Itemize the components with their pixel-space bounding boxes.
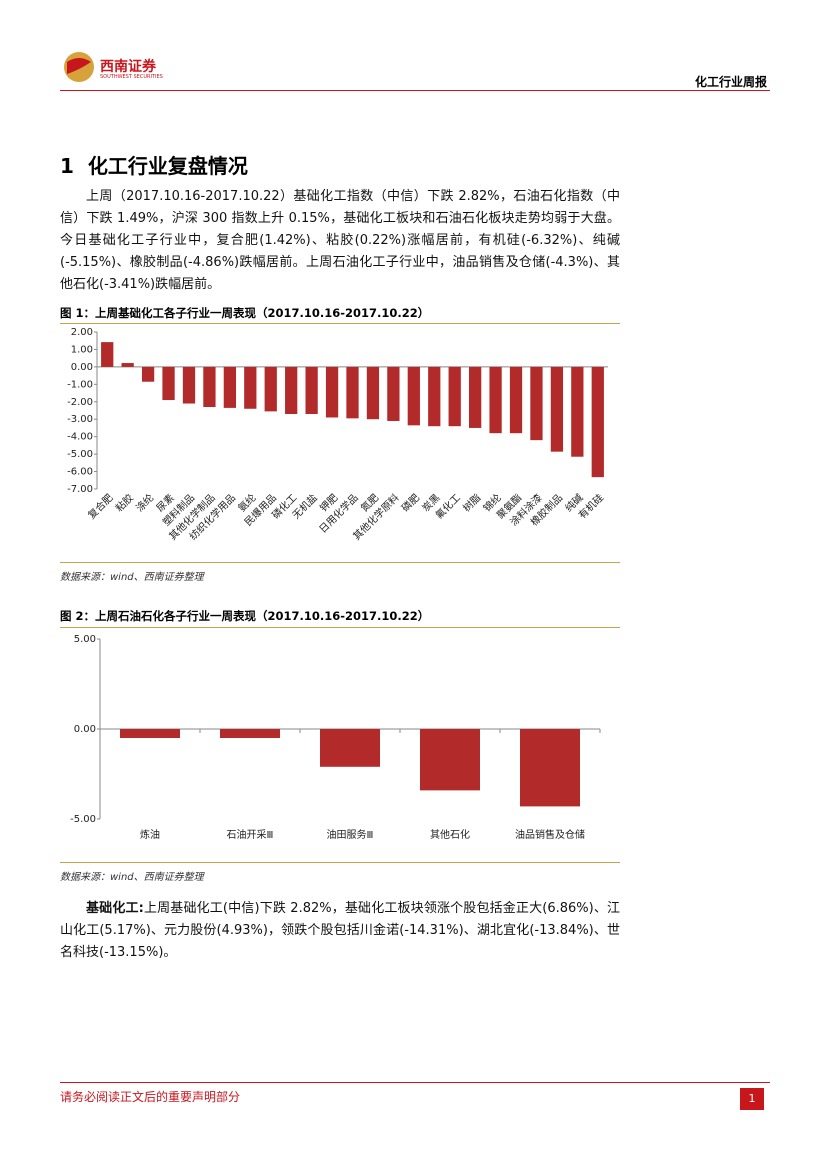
bar [182, 366, 196, 404]
y-tick-label: 0.00 [74, 724, 96, 735]
bar [220, 729, 280, 738]
summary-text: 上周基础化工(中信)下跌 2.82%，基础化工板块领涨个股包括金正大(6.86%… [60, 901, 620, 960]
bar [407, 366, 420, 426]
x-tick-label: 石油开采Ⅲ [227, 828, 274, 841]
bar [244, 366, 257, 409]
x-tick-label: 油品销售及仓储 [515, 828, 585, 841]
logo-text: 西南证券 [100, 59, 156, 75]
bar [203, 366, 216, 408]
bar [121, 363, 134, 367]
chart: 5.00 0.00 -5.00 炼油 石油开采Ⅲ 油田服务Ⅲ 其他石化 油品销售及仓储 [70, 634, 601, 841]
x-tick-label: 涤纶 [133, 491, 156, 514]
paragraph: 基础化工:上周基础化工(中信)下跌 2.82%，基础化工板块领涨个股包括金正大(… [60, 898, 620, 964]
bar [120, 729, 180, 738]
bar [101, 342, 114, 367]
report-name: 化工行业周报 [694, 75, 767, 89]
paragraph: 上周（2017.10.16-2017.10.22）基础化工指数（中信）下跌 2.… [60, 189, 620, 292]
x-tick-label: 其他石化 [430, 828, 470, 841]
bar [320, 729, 380, 767]
x-tick-label: 复合肥 [85, 491, 115, 521]
bar [530, 366, 543, 441]
footer-note: 请务必阅读正文后的重要声明部分 [60, 1090, 241, 1104]
y-tick-label: -1.00 [67, 379, 93, 390]
bar [448, 366, 461, 427]
bar [325, 366, 339, 418]
bar [571, 366, 584, 457]
bar [428, 366, 441, 427]
y-tick-label: -3.00 [67, 414, 93, 425]
bar [346, 366, 359, 419]
x-tick-label: 粘胶 [113, 491, 136, 514]
figure-source: 数据来源：wind、西南证券整理 [60, 872, 204, 883]
y-tick-label: -5.00 [70, 814, 96, 825]
y-tick-label: 1.00 [71, 344, 93, 355]
bar [223, 366, 236, 408]
x-tick-label: 树脂 [460, 491, 483, 514]
bar [285, 366, 298, 414]
bar [162, 366, 175, 401]
y-tick-label: -2.00 [67, 397, 93, 408]
bar [420, 729, 480, 791]
bar [305, 366, 318, 414]
footer-rule [60, 1082, 770, 1083]
bar [489, 366, 502, 434]
bar [591, 366, 604, 478]
section-title: 1 化工行业复盘情况 [60, 150, 248, 179]
bar [141, 366, 155, 382]
figure-rule [60, 862, 620, 863]
y-tick-label: -4.00 [67, 432, 93, 443]
bar [264, 366, 277, 412]
logo-icon [64, 52, 94, 82]
y-tick-label: -7.00 [67, 484, 93, 495]
x-tick-label: 油田服务Ⅲ [327, 828, 374, 841]
y-tick-label: 0.00 [71, 362, 93, 373]
figure-caption: 图 2：上周石油石化各子行业一周表现（2017.10.16-2017.10.22… [60, 609, 430, 623]
chart: 2.00 1.00 0.00 -1.00 -2.00 -3.00 -4.00 -5.00 -6.… [67, 327, 608, 543]
page-number: 1 [740, 1088, 764, 1110]
x-tick-label: 日用化学品 [316, 491, 361, 536]
y-tick-label: -5.00 [67, 449, 93, 460]
figure-rule [60, 323, 620, 324]
figure-caption: 图 1：上周基础化工各子行业一周表现（2017.10.16-2017.10.22… [60, 306, 430, 320]
bar [366, 366, 380, 420]
bar [509, 366, 523, 434]
section-number: 1 [60, 154, 74, 178]
figure-rule [60, 562, 620, 563]
y-tick-label: 2.00 [71, 327, 93, 338]
lead: 基础化工: [86, 901, 144, 916]
y-tick-label: 5.00 [74, 634, 96, 645]
bar [550, 366, 564, 452]
x-tick-label: 磷肥 [399, 491, 422, 514]
logo-en: SOUTHWEST SECURITIES [100, 74, 163, 80]
figure-rule [60, 627, 620, 628]
x-tick-label: 炼油 [140, 828, 160, 841]
bar [387, 366, 400, 421]
figure-source: 数据来源：wind、西南证券整理 [60, 572, 204, 583]
y-tick-label: -6.00 [67, 467, 93, 478]
bar [469, 366, 482, 428]
header-rule [60, 90, 770, 91]
section-text: 化工行业复盘情况 [87, 154, 248, 178]
bar [520, 729, 580, 807]
